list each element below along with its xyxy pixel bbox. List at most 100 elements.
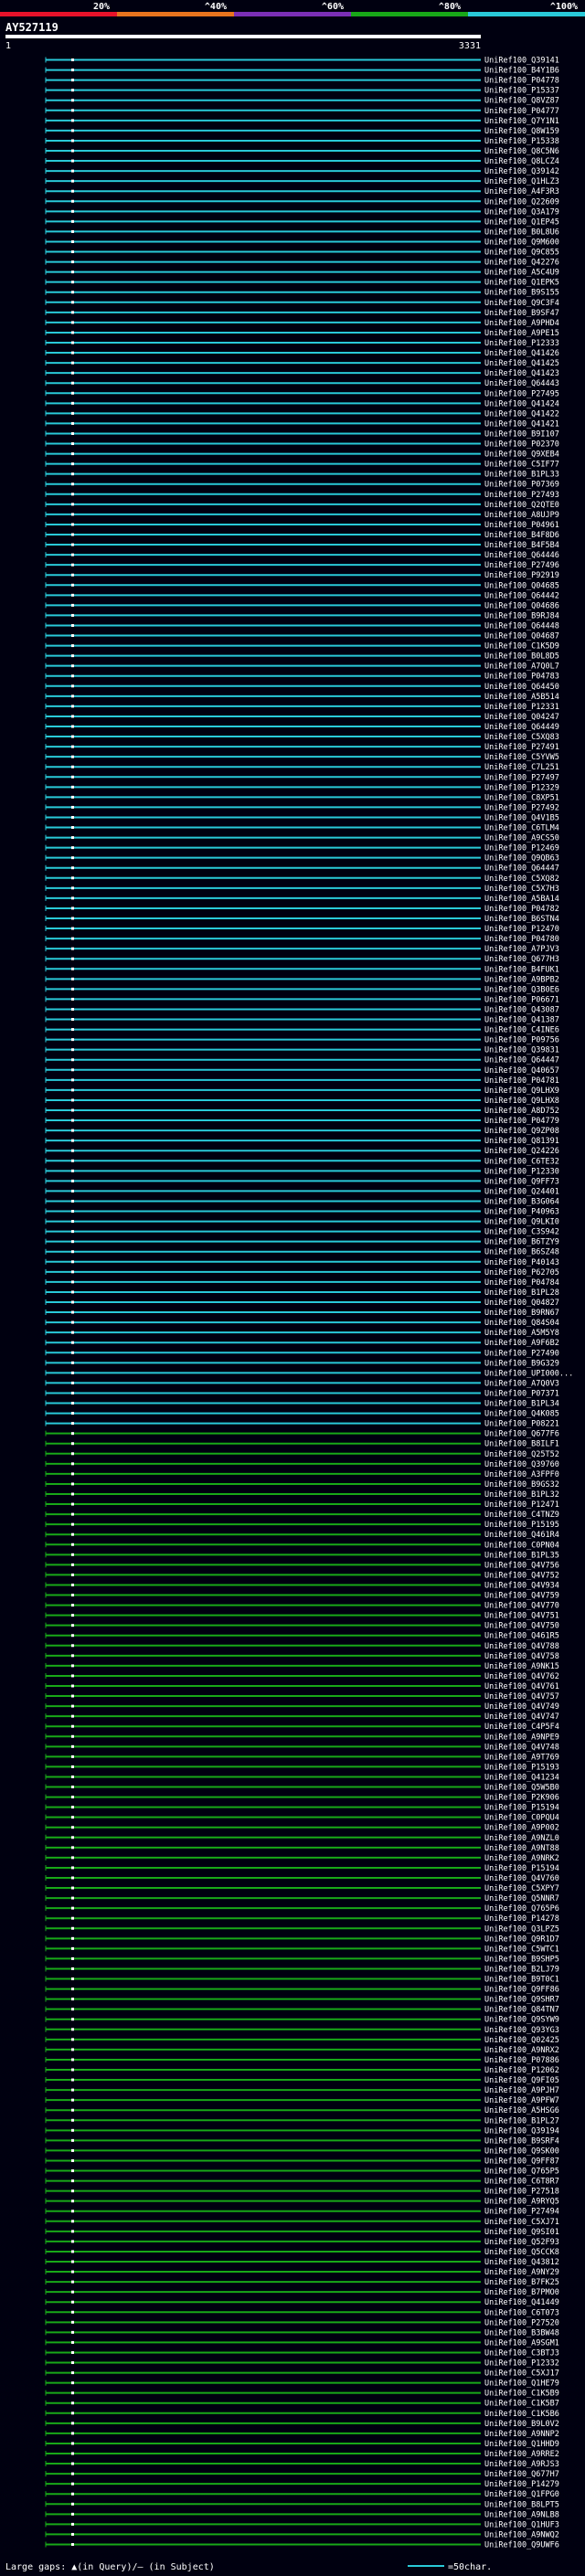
alignment-row[interactable]: UniRef100_P04782 xyxy=(45,905,559,914)
subject-label[interactable]: UniRef100_Q4V748 xyxy=(484,1743,559,1752)
subject-label[interactable]: UniRef100_Q9SI01 xyxy=(484,2228,559,2237)
alignment-row[interactable]: UniRef100_P15338 xyxy=(45,137,559,146)
subject-label[interactable]: UniRef100_Q04247 xyxy=(484,713,559,722)
subject-label[interactable]: UniRef100_P27497 xyxy=(484,773,559,782)
alignment-row[interactable]: UniRef100_B1PL28 xyxy=(45,1288,559,1298)
alignment-row[interactable]: UniRef100_A4F3R3 xyxy=(45,187,559,196)
subject-label[interactable]: UniRef100_Q93YG3 xyxy=(484,2026,559,2035)
alignment-row[interactable]: UniRef100_P04961 xyxy=(45,521,559,530)
subject-label[interactable]: UniRef100_C0PN04 xyxy=(484,1541,559,1550)
alignment-row[interactable]: UniRef100_C1K5B6 xyxy=(45,2410,559,2419)
alignment-row[interactable]: UniRef100_Q5W5B0 xyxy=(45,1784,559,1793)
subject-label[interactable]: UniRef100_Q4V757 xyxy=(484,1692,559,1701)
subject-label[interactable]: UniRef100_P27492 xyxy=(484,803,559,812)
subject-label[interactable]: UniRef100_Q43087 xyxy=(484,1005,559,1014)
alignment-row[interactable]: UniRef100_Q4V760 xyxy=(45,1874,559,1883)
alignment-row[interactable]: UniRef100_Q4V750 xyxy=(45,1622,559,1631)
alignment-row[interactable]: UniRef100_C5WTC1 xyxy=(45,1945,559,1954)
alignment-row[interactable]: UniRef100_Q41426 xyxy=(45,349,559,358)
alignment-row[interactable]: UniRef100_Q04687 xyxy=(45,632,559,641)
alignment-row[interactable]: UniRef100_P04780 xyxy=(45,935,559,944)
alignment-row[interactable]: UniRef100_Q5CCK8 xyxy=(45,2248,559,2257)
subject-label[interactable]: UniRef100_P07371 xyxy=(484,1389,559,1398)
subject-label[interactable]: UniRef100_Q04686 xyxy=(484,601,559,610)
subject-label[interactable]: UniRef100_Q64449 xyxy=(484,723,559,732)
subject-label[interactable]: UniRef100_P12469 xyxy=(484,844,559,853)
subject-label[interactable]: UniRef100_A9NPE9 xyxy=(484,1733,559,1742)
subject-label[interactable]: UniRef100_Q9FF87 xyxy=(484,2157,559,2166)
alignment-row[interactable]: UniRef100_B9SRF4 xyxy=(45,2136,559,2146)
alignment-row[interactable]: UniRef100_C5XJ71 xyxy=(45,2218,559,2227)
subject-label[interactable]: UniRef100_Q40657 xyxy=(484,1066,559,1076)
alignment-row[interactable]: UniRef100_C6TE32 xyxy=(45,1157,559,1166)
alignment-row[interactable]: UniRef100_B6TZY9 xyxy=(45,1238,559,1247)
subject-label[interactable]: UniRef100_P02370 xyxy=(484,440,559,450)
subject-label[interactable]: UniRef100_B8LPT5 xyxy=(484,2500,559,2509)
alignment-row[interactable]: UniRef100_P06671 xyxy=(45,995,559,1004)
subject-label[interactable]: UniRef100_P12332 xyxy=(484,2359,559,2369)
subject-label[interactable]: UniRef100_Q4V1B5 xyxy=(484,813,559,822)
alignment-row[interactable]: UniRef100_A9RRE2 xyxy=(45,2450,559,2459)
alignment-row[interactable]: UniRef100_P40963 xyxy=(45,1208,559,1217)
alignment-row[interactable]: UniRef100_Q24226 xyxy=(45,1147,559,1156)
alignment-row[interactable]: UniRef100_C3S942 xyxy=(45,1228,559,1237)
alignment-row[interactable]: UniRef100_Q24401 xyxy=(45,1187,559,1196)
alignment-row[interactable]: UniRef100_A9NZL0 xyxy=(45,1834,559,1843)
alignment-row[interactable]: UniRef100_P09756 xyxy=(45,1036,559,1045)
alignment-row[interactable]: UniRef100_B0L8D5 xyxy=(45,652,559,662)
subject-label[interactable]: UniRef100_Q41234 xyxy=(484,1773,559,1782)
alignment-row[interactable]: UniRef100_P27496 xyxy=(45,561,559,570)
alignment-row[interactable]: UniRef100_P04781 xyxy=(45,1076,559,1086)
alignment-row[interactable]: UniRef100_P12471 xyxy=(45,1500,559,1510)
subject-label[interactable]: UniRef100_Q41426 xyxy=(484,349,559,358)
alignment-row[interactable]: UniRef100_A5B514 xyxy=(45,693,559,702)
subject-label[interactable]: UniRef100_A9NT88 xyxy=(484,1844,559,1853)
alignment-row[interactable]: UniRef100_P27494 xyxy=(45,2208,559,2217)
alignment-row[interactable]: UniRef100_Q9ZP08 xyxy=(45,1127,559,1136)
alignment-row[interactable]: UniRef100_C5XQ83 xyxy=(45,733,559,742)
subject-label[interactable]: UniRef100_A9PE15 xyxy=(484,329,559,338)
subject-label[interactable]: UniRef100_B9I107 xyxy=(484,429,559,439)
alignment-row[interactable]: UniRef100_Q4V749 xyxy=(45,1702,559,1712)
subject-label[interactable]: UniRef100_P2K906 xyxy=(484,1794,559,1803)
alignment-row[interactable]: UniRef100_C7L251 xyxy=(45,763,559,772)
alignment-row[interactable]: UniRef100_A9SGM1 xyxy=(45,2338,559,2348)
alignment-row[interactable]: UniRef100_B6SZ48 xyxy=(45,1248,559,1257)
alignment-row[interactable]: UniRef100_A9RYQ5 xyxy=(45,2198,559,2207)
subject-label[interactable]: UniRef100_C4INE6 xyxy=(484,1026,559,1035)
alignment-row[interactable]: UniRef100_Q64447 xyxy=(45,864,559,874)
alignment-row[interactable]: UniRef100_P92919 xyxy=(45,571,559,580)
alignment-row[interactable]: UniRef100_P27497 xyxy=(45,773,559,782)
subject-label[interactable]: UniRef100_P15195 xyxy=(484,1521,559,1530)
subject-label[interactable]: UniRef100_Q39141 xyxy=(484,57,559,66)
subject-label[interactable]: UniRef100_C5YVW5 xyxy=(484,753,559,762)
alignment-row[interactable]: UniRef100_P12332 xyxy=(45,2359,559,2369)
subject-label[interactable]: UniRef100_Q9FF73 xyxy=(484,1177,559,1186)
subject-label[interactable]: UniRef100_C8XP51 xyxy=(484,793,559,802)
alignment-row[interactable]: UniRef100_A8D752 xyxy=(45,1107,559,1116)
subject-label[interactable]: UniRef100_Q9QB63 xyxy=(484,854,559,864)
alignment-row[interactable]: UniRef100_A9NPE9 xyxy=(45,1733,559,1742)
alignment-row[interactable]: UniRef100_A9NNP2 xyxy=(45,2430,559,2439)
subject-label[interactable]: UniRef100_Q04687 xyxy=(484,632,559,641)
alignment-row[interactable]: UniRef100_B8ILF1 xyxy=(45,1440,559,1449)
subject-label[interactable]: UniRef100_Q7Y1N1 xyxy=(484,117,559,126)
alignment-row[interactable]: UniRef100_Q3B0E6 xyxy=(45,985,559,994)
subject-label[interactable]: UniRef100_Q677F6 xyxy=(484,1430,559,1439)
subject-label[interactable]: UniRef100_Q4V751 xyxy=(484,1612,559,1621)
subject-label[interactable]: UniRef100_Q4V758 xyxy=(484,1652,559,1661)
alignment-row[interactable]: UniRef100_A9NT88 xyxy=(45,1844,559,1853)
subject-label[interactable]: UniRef100_B4F5B4 xyxy=(484,541,559,550)
alignment-row[interactable]: UniRef100_B6STN4 xyxy=(45,915,559,924)
subject-label[interactable]: UniRef100_Q9M600 xyxy=(484,238,559,247)
alignment-row[interactable]: UniRef100_P40143 xyxy=(45,1258,559,1267)
subject-label[interactable]: UniRef100_C5XJ17 xyxy=(484,2369,559,2379)
alignment-row[interactable]: UniRef100_Q64448 xyxy=(45,621,559,631)
alignment-row[interactable]: UniRef100_Q677H3 xyxy=(45,955,559,964)
subject-label[interactable]: UniRef100_C4P5F4 xyxy=(484,1723,559,1732)
subject-label[interactable]: UniRef100_Q4V770 xyxy=(484,1602,559,1611)
alignment-row[interactable]: UniRef100_B4F8D6 xyxy=(45,531,559,540)
alignment-row[interactable]: UniRef100_B1PL27 xyxy=(45,2116,559,2125)
subject-label[interactable]: UniRef100_Q24226 xyxy=(484,1147,559,1156)
alignment-row[interactable]: UniRef100_Q9QB63 xyxy=(45,854,559,864)
